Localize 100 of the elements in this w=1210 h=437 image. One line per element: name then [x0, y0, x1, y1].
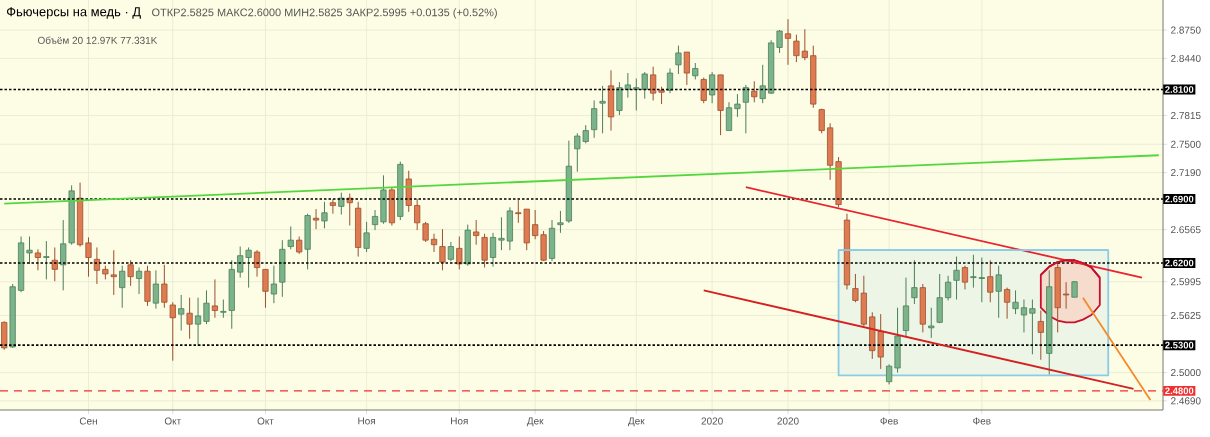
candlestick [591, 99, 598, 139]
candlestick [953, 256, 960, 301]
candlestick [186, 297, 193, 340]
candlestick [1063, 281, 1070, 310]
candlestick [616, 81, 623, 116]
candlestick [262, 268, 269, 309]
candlestick [1037, 309, 1044, 361]
candlestick [709, 71, 716, 104]
y-tick-label: 2.7190 [1171, 169, 1201, 177]
x-tick-label: Фев [880, 417, 898, 425]
candlestick [51, 246, 58, 282]
candlestick [734, 93, 741, 118]
text: ОТКР2.5825 МАКС2.6000 МИН2.5825 ЗАКР2.5995 +0.0135 (+0.52%) [152, 8, 497, 19]
x-tick-label: 2020 [701, 417, 723, 425]
candlestick [481, 233, 488, 269]
candlestick [700, 77, 707, 104]
candlestick [751, 80, 758, 103]
y-tick-label: 2.5625 [1171, 311, 1201, 320]
candlestick [489, 232, 497, 268]
candlestick [945, 275, 952, 301]
candlestick [473, 219, 480, 246]
candlestick [886, 363, 893, 385]
candlestick [26, 236, 33, 265]
candlestick [675, 45, 682, 75]
candlestick [430, 233, 438, 253]
candlestick [119, 265, 126, 309]
candlestick [152, 269, 160, 310]
candlestick [312, 208, 320, 230]
candlestick [995, 265, 1002, 319]
x-tick-label: Окт [164, 417, 181, 425]
y-tick-label: 2.5995 [1171, 278, 1201, 286]
candlestick [557, 210, 564, 234]
x-tick-label: Ноя [358, 417, 375, 425]
candlestick [650, 66, 657, 101]
x-tick-label: Ноя [451, 417, 468, 425]
y-tick-label: 2.8440 [1171, 54, 1201, 62]
candlestick [43, 240, 50, 280]
candlestick [220, 299, 227, 319]
candlestick [742, 84, 749, 134]
candlestick [338, 192, 345, 216]
candlestick [287, 225, 294, 250]
x-tick-label: Окт [257, 417, 274, 425]
y-tick-label: 2.4690 [1171, 397, 1201, 405]
candlestick [498, 216, 505, 251]
candlestick [194, 297, 202, 347]
candlestick [439, 228, 446, 271]
candlestick [93, 246, 101, 285]
candlestick [987, 259, 994, 303]
ref-line-label: 2.6200 [1165, 259, 1194, 267]
candlestick [961, 265, 969, 290]
ref-line-label: 2.4800 [1165, 387, 1194, 395]
ref-line-label: 2.5300 [1165, 341, 1194, 349]
candlestick [135, 267, 143, 295]
candlestick [624, 72, 631, 99]
candlestick [911, 259, 918, 305]
ref-line-label: 2.8100 [1165, 86, 1194, 93]
text: Фьючерсы на медь · Д [6, 7, 141, 19]
candlestick [447, 241, 454, 262]
candlestick [321, 201, 328, 229]
x-tick-label: Сен [79, 417, 97, 425]
candlestick [725, 101, 733, 132]
candlestick [456, 236, 463, 270]
candlestick [928, 307, 935, 339]
candlestick [203, 289, 210, 325]
x-tick-label: Дек [628, 417, 645, 427]
y-tick-label: 2.7815 [1171, 111, 1201, 120]
candlestick [371, 209, 379, 231]
candlestick [85, 236, 92, 278]
candlestick [683, 51, 690, 86]
candlestick [270, 265, 277, 304]
candlestick [169, 301, 176, 362]
candlestick [422, 221, 429, 243]
y-tick-label: 2.8750 [1171, 26, 1201, 34]
candlestick [1012, 289, 1019, 315]
candlestick [414, 198, 421, 231]
x-tick-label: Дек [526, 417, 544, 427]
candlestick [127, 259, 134, 287]
ref-line-label: 2.6900 [1165, 195, 1194, 203]
candlestick [599, 85, 606, 134]
candlestick [1004, 287, 1011, 320]
y-tick-label: 2.7500 [1171, 140, 1201, 148]
candlestick [776, 29, 783, 54]
y-tick-label: 2.5000 [1171, 369, 1201, 377]
candlestick [759, 64, 766, 104]
annotation: Объём 20 12.97K 77.331K [37, 36, 158, 44]
candlestick [1029, 299, 1036, 355]
candlestick [784, 18, 792, 66]
candlestick [818, 108, 825, 134]
x-tick-label: Фев [973, 417, 991, 425]
y-tick-label: 2.6565 [1171, 226, 1201, 234]
candlestick [211, 278, 218, 319]
candlestick [34, 248, 42, 271]
candlestick [1020, 299, 1028, 333]
candlestick [253, 249, 261, 278]
x-tick-label: 2020 [777, 417, 799, 425]
candlestick [666, 67, 674, 94]
candlestick [178, 294, 185, 332]
candlestick [161, 264, 168, 309]
candlestick [329, 198, 336, 215]
candlestick [363, 221, 370, 253]
